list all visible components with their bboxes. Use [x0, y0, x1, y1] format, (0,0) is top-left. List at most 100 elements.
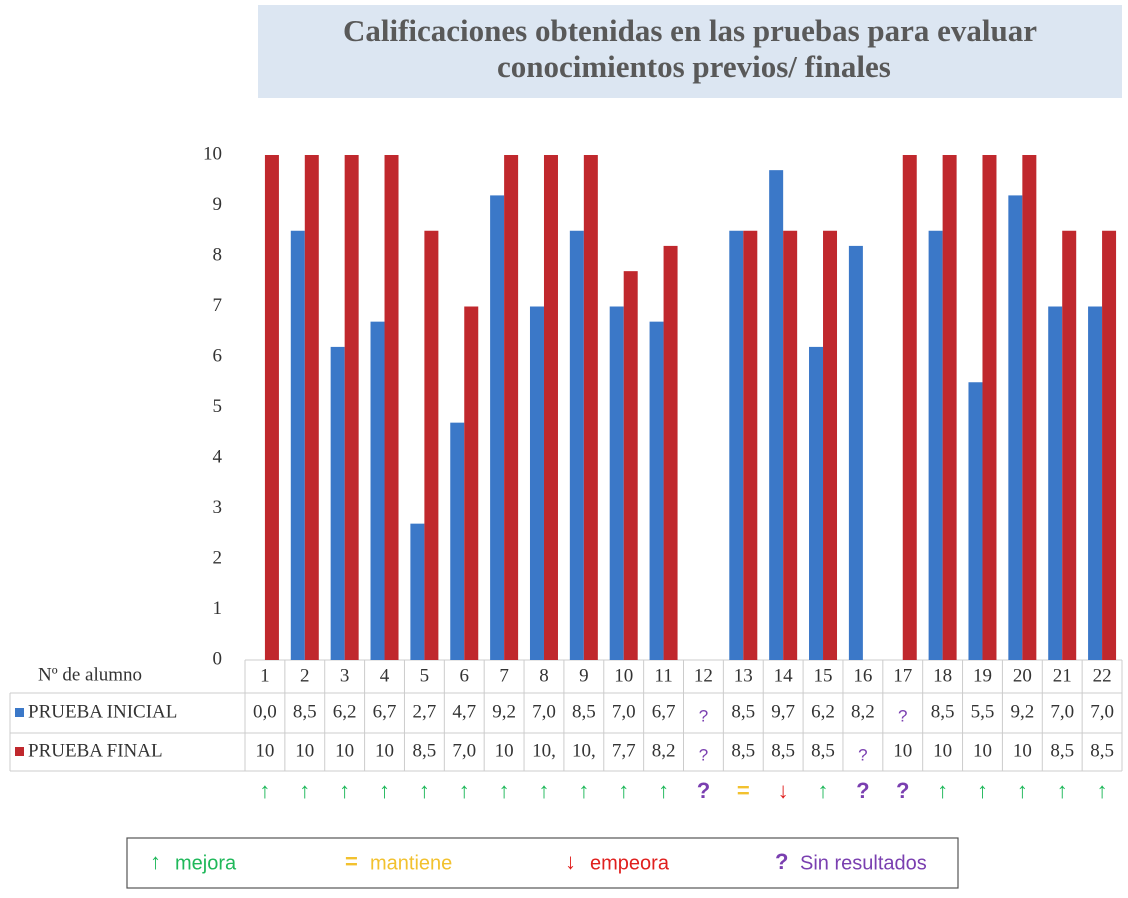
- trend-symbol: ↑: [379, 778, 390, 803]
- x-tick-label: 22: [1093, 665, 1112, 686]
- x-tick-label: 7: [499, 665, 509, 686]
- legend-label: PRUEBA INICIAL: [28, 701, 177, 722]
- value-label: 10: [495, 740, 514, 761]
- bar: [424, 230, 439, 660]
- value-label: 10,: [532, 740, 556, 761]
- value-label: 8,5: [572, 701, 596, 722]
- bar: [543, 155, 558, 660]
- value-label: 10: [973, 740, 992, 761]
- value-label: 10: [933, 740, 952, 761]
- value-label: ?: [898, 706, 907, 725]
- trend-symbol: ?: [856, 778, 869, 803]
- bar: [928, 230, 943, 660]
- bar: [569, 230, 584, 660]
- bar: [1022, 155, 1037, 660]
- value-label: 6,7: [652, 701, 676, 722]
- y-tick-label: 0: [213, 648, 223, 669]
- value-label: 8,5: [931, 701, 955, 722]
- x-axis-label: Nº de alumno: [38, 664, 142, 685]
- trend-symbol: ↑: [977, 778, 988, 803]
- bar: [370, 321, 385, 660]
- x-tick-label: 14: [774, 665, 794, 686]
- value-label: ?: [699, 745, 708, 764]
- value-label: 8,2: [652, 740, 676, 761]
- value-label: 8,5: [1050, 740, 1074, 761]
- x-tick-label: 20: [1013, 665, 1032, 686]
- value-label: 6,2: [333, 701, 357, 722]
- bar: [464, 306, 479, 660]
- legend-label: PRUEBA FINAL: [28, 740, 163, 761]
- value-label: 6,7: [373, 701, 397, 722]
- value-label: 10: [255, 740, 274, 761]
- bar: [290, 230, 305, 660]
- bar: [942, 155, 957, 660]
- bar: [729, 230, 744, 660]
- chart-title: Calificaciones obtenidas en las pruebas …: [343, 13, 1037, 84]
- bar: [344, 155, 359, 660]
- value-label: 2,7: [413, 701, 437, 722]
- legend-label: empeora: [590, 852, 670, 874]
- bar: [490, 195, 505, 660]
- x-tick-label: 2: [300, 665, 310, 686]
- bar: [609, 306, 624, 660]
- value-label: 8,5: [413, 740, 437, 761]
- value-label: 9,2: [1010, 701, 1034, 722]
- trend-symbol: ↑: [1057, 778, 1068, 803]
- y-tick-label: 2: [213, 547, 223, 568]
- bar: [583, 155, 598, 660]
- value-label: 8,5: [731, 740, 755, 761]
- y-tick-label: 10: [203, 143, 222, 164]
- legend-symbol: ↑: [150, 849, 161, 874]
- value-label: ?: [858, 745, 867, 764]
- x-tick-label: 12: [694, 665, 713, 686]
- legend-label: mejora: [175, 852, 237, 874]
- value-label: 8,2: [851, 701, 875, 722]
- bar: [1008, 195, 1023, 660]
- x-tick-label: 17: [893, 665, 912, 686]
- trend-symbol: ↑: [459, 778, 470, 803]
- value-label: 9,7: [771, 701, 795, 722]
- legend-swatch: [15, 747, 24, 756]
- value-label: 10: [375, 740, 394, 761]
- legend-label: mantiene: [370, 852, 452, 874]
- title-box: [258, 5, 1122, 98]
- trend-symbol: ↑: [658, 778, 669, 803]
- bar: [1102, 230, 1117, 660]
- value-label: 6,2: [811, 701, 835, 722]
- x-tick-label: 18: [933, 665, 952, 686]
- legend-swatch: [15, 708, 24, 717]
- y-tick-label: 1: [213, 598, 223, 619]
- bar: [783, 230, 798, 660]
- value-label: 5,5: [971, 701, 995, 722]
- value-label: ?: [699, 706, 708, 725]
- value-label: 7,7: [612, 740, 636, 761]
- x-tick-label: 6: [460, 665, 470, 686]
- x-tick-label: 19: [973, 665, 992, 686]
- value-label: 8,5: [811, 740, 835, 761]
- value-label: 7,0: [1090, 701, 1114, 722]
- bar: [1088, 306, 1103, 660]
- trend-symbol: ?: [896, 778, 909, 803]
- x-tick-label: 4: [380, 665, 390, 686]
- x-tick-label: 9: [579, 665, 589, 686]
- x-tick-label: 3: [340, 665, 350, 686]
- bar: [663, 245, 678, 660]
- x-tick-label: 10: [614, 665, 633, 686]
- x-tick-label: 8: [539, 665, 549, 686]
- bar: [968, 382, 983, 660]
- value-label: 4,7: [452, 701, 476, 722]
- bar: [304, 155, 319, 660]
- y-tick-label: 9: [213, 194, 223, 215]
- bar: [330, 346, 345, 660]
- x-tick-label: 13: [734, 665, 753, 686]
- x-tick-label: 11: [654, 665, 672, 686]
- bar: [623, 271, 638, 660]
- value-label: 0,0: [253, 701, 277, 722]
- trend-symbol: ↑: [818, 778, 829, 803]
- bar: [450, 422, 465, 660]
- value-label: 10,: [572, 740, 596, 761]
- y-tick-label: 8: [213, 244, 223, 265]
- y-tick-label: 6: [213, 345, 223, 366]
- trend-symbol: ↑: [618, 778, 629, 803]
